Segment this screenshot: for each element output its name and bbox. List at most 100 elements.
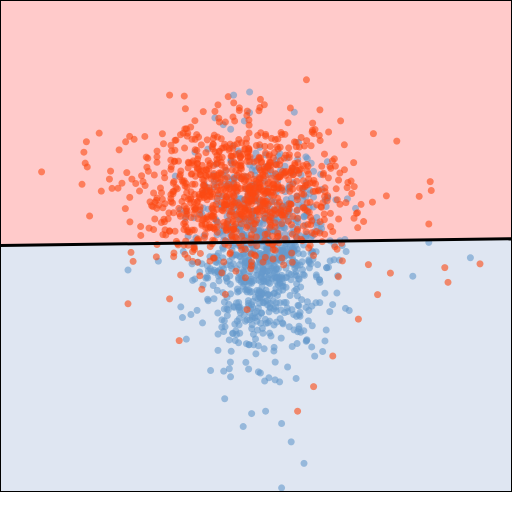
series-1-point xyxy=(354,224,362,232)
series-1-point xyxy=(235,149,243,157)
series-2-point xyxy=(218,316,226,324)
series-2-point xyxy=(193,306,201,314)
series-1-point xyxy=(281,211,289,219)
series-1-point xyxy=(217,186,225,194)
series-2-point xyxy=(292,374,300,382)
series-2-point xyxy=(214,249,222,257)
series-1-point xyxy=(202,149,210,157)
series-1-point xyxy=(288,230,296,238)
series-2-point xyxy=(294,249,302,257)
series-2-point xyxy=(255,276,263,284)
series-2-point xyxy=(262,278,270,286)
series-1-point xyxy=(188,170,196,178)
series-1-outlier-point xyxy=(444,278,452,286)
series-1-point xyxy=(288,249,296,257)
series-1-point xyxy=(122,138,130,146)
series-2-point xyxy=(270,347,278,355)
series-1-point xyxy=(152,253,160,261)
series-1-point xyxy=(215,114,223,122)
series-1-point xyxy=(230,174,238,182)
decision-boundary-line xyxy=(0,237,512,247)
series-1-point xyxy=(176,131,184,139)
series-1-point xyxy=(289,185,297,193)
series-1-point xyxy=(201,230,209,238)
series-2-point xyxy=(178,314,186,322)
series-1-point xyxy=(206,160,214,168)
series-2-point xyxy=(311,352,319,360)
series-2-point xyxy=(293,292,301,300)
series-1-point xyxy=(249,225,257,233)
series-1-point xyxy=(231,117,239,125)
series-1-point xyxy=(232,267,240,275)
series-1-point xyxy=(336,200,344,208)
series-1-point xyxy=(194,155,202,163)
series-1-point xyxy=(235,107,243,115)
series-2-point xyxy=(242,358,250,366)
series-1-point xyxy=(188,180,196,188)
series-1-point xyxy=(126,193,134,201)
series-1-point xyxy=(299,222,307,230)
series-2-point xyxy=(207,366,215,374)
series-2-outlier-point xyxy=(258,324,266,332)
series-1-point xyxy=(97,187,105,195)
series-2-point xyxy=(345,306,353,314)
series-2-point xyxy=(182,335,190,343)
series-2-point xyxy=(223,312,231,320)
series-2-point xyxy=(227,347,235,355)
series-1-point xyxy=(213,228,221,236)
series-2-point xyxy=(271,376,279,384)
series-2-point xyxy=(277,334,285,342)
series-2-point xyxy=(296,312,304,320)
series-2-point xyxy=(275,288,283,296)
series-1-point xyxy=(288,258,296,266)
series-1-point xyxy=(348,189,356,197)
series-1-point xyxy=(222,226,230,234)
series-1-point xyxy=(188,159,196,167)
series-1-point xyxy=(247,265,255,273)
series-1-point xyxy=(289,171,297,179)
series-1-point xyxy=(269,255,277,263)
series-1-outlier-point xyxy=(386,269,394,277)
series-2-point xyxy=(229,329,237,337)
series-1-point xyxy=(293,196,301,204)
series-1-point xyxy=(126,218,134,226)
series-1-point xyxy=(218,269,226,277)
series-1-point xyxy=(309,119,317,127)
series-1-point xyxy=(191,135,199,143)
series-1-point xyxy=(226,190,234,198)
series-1-outlier-point xyxy=(441,264,449,272)
series-1-point xyxy=(183,207,191,215)
series-1-point xyxy=(317,203,325,211)
series-1-point xyxy=(306,241,314,249)
series-1-point xyxy=(194,215,202,223)
series-1-point xyxy=(246,158,254,166)
series-1-point xyxy=(176,212,184,220)
series-1-point xyxy=(243,223,251,231)
series-1-point xyxy=(178,197,186,205)
series-1-point xyxy=(226,250,234,258)
series-1-point xyxy=(172,136,180,144)
series-1-point xyxy=(320,169,328,177)
series-1-point xyxy=(278,254,286,262)
series-2-point xyxy=(209,282,217,290)
series-1-point xyxy=(253,205,261,213)
series-1-point xyxy=(254,132,262,140)
series-2-point xyxy=(303,298,311,306)
series-1-point xyxy=(266,213,274,221)
series-1-outlier-point xyxy=(476,260,484,268)
series-1-outlier-point xyxy=(415,192,423,200)
series-1-point xyxy=(184,254,192,262)
series-2-point xyxy=(326,308,334,316)
series-1-point xyxy=(318,162,326,170)
series-1-point xyxy=(352,209,360,217)
series-1-point xyxy=(138,172,146,180)
series-2-point xyxy=(266,329,274,337)
series-1-point xyxy=(158,130,166,138)
series-1-point xyxy=(285,144,293,152)
series-2-point xyxy=(303,155,311,163)
series-2-point xyxy=(214,330,222,338)
series-1-point xyxy=(176,173,184,181)
series-2-point xyxy=(308,343,316,351)
series-2-point xyxy=(261,315,269,323)
series-2-point xyxy=(302,337,310,345)
